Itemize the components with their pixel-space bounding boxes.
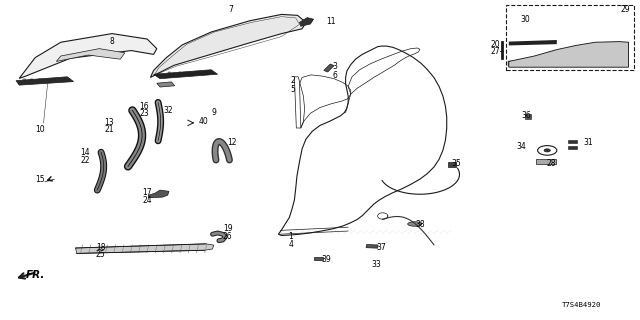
Text: 34: 34 [516, 142, 526, 151]
Polygon shape [150, 14, 306, 77]
Text: 7: 7 [228, 5, 233, 14]
Bar [566, 61, 570, 66]
Bar [314, 257, 323, 260]
Bar [574, 61, 578, 66]
Polygon shape [19, 34, 157, 78]
Text: 4: 4 [288, 240, 293, 249]
Text: 37: 37 [376, 243, 386, 252]
Text: 17: 17 [142, 188, 152, 197]
Text: 30: 30 [520, 15, 530, 24]
Bar [607, 61, 611, 66]
Text: 10: 10 [35, 125, 45, 134]
Text: 2: 2 [291, 76, 296, 85]
Ellipse shape [178, 72, 181, 73]
Bar [533, 61, 537, 66]
Bar [616, 61, 620, 66]
Ellipse shape [22, 78, 26, 80]
Bar [550, 61, 554, 66]
Bar [536, 159, 556, 164]
Bar [558, 61, 562, 66]
Text: 29: 29 [620, 5, 630, 14]
Text: 19: 19 [223, 224, 232, 233]
Text: 35: 35 [452, 159, 461, 168]
Text: 16: 16 [140, 102, 149, 111]
Ellipse shape [45, 78, 49, 80]
Bar [525, 114, 531, 119]
Ellipse shape [67, 78, 71, 80]
Text: 25: 25 [96, 250, 106, 259]
Bar [516, 61, 520, 66]
Text: 26: 26 [223, 232, 232, 241]
Polygon shape [76, 244, 214, 253]
Text: 20: 20 [491, 40, 500, 49]
Bar [366, 244, 378, 248]
Ellipse shape [168, 72, 171, 73]
Ellipse shape [199, 72, 202, 73]
Polygon shape [148, 190, 169, 198]
Ellipse shape [60, 78, 63, 80]
Text: 8: 8 [109, 37, 115, 46]
Text: 3: 3 [333, 62, 338, 71]
Bar [599, 61, 603, 66]
Polygon shape [509, 40, 557, 45]
Text: 6: 6 [333, 71, 338, 80]
Text: 15: 15 [35, 175, 45, 184]
Polygon shape [509, 42, 628, 67]
Ellipse shape [189, 72, 192, 73]
Text: T7S4B4920: T7S4B4920 [562, 302, 602, 308]
Ellipse shape [37, 78, 41, 80]
Polygon shape [157, 82, 175, 87]
Text: 5: 5 [291, 85, 296, 94]
Ellipse shape [544, 149, 550, 152]
Text: 22: 22 [80, 156, 90, 165]
Bar [541, 61, 545, 66]
Text: 23: 23 [140, 109, 149, 118]
Ellipse shape [210, 72, 212, 73]
Bar [525, 61, 529, 66]
Polygon shape [300, 18, 314, 26]
Bar [568, 146, 577, 149]
Text: 24: 24 [142, 196, 152, 204]
Text: 39: 39 [321, 255, 331, 264]
Text: 9: 9 [211, 108, 216, 117]
Text: 1: 1 [289, 232, 293, 241]
Text: 31: 31 [584, 138, 593, 147]
Polygon shape [16, 77, 74, 85]
Text: 13: 13 [104, 118, 114, 127]
Text: 18: 18 [96, 243, 106, 252]
Text: 32: 32 [163, 106, 173, 115]
Text: 12: 12 [227, 138, 237, 147]
Ellipse shape [157, 72, 160, 73]
Text: 27: 27 [491, 47, 500, 56]
Text: 36: 36 [522, 111, 531, 120]
Text: 14: 14 [80, 148, 90, 157]
Text: FR.: FR. [26, 270, 45, 280]
Text: 33: 33 [371, 260, 381, 269]
Bar [508, 61, 512, 66]
Ellipse shape [30, 78, 34, 80]
Text: 38: 38 [415, 220, 425, 229]
Ellipse shape [408, 222, 422, 226]
Bar [448, 162, 456, 167]
Text: 28: 28 [547, 159, 556, 168]
Polygon shape [324, 64, 334, 72]
Text: 11: 11 [326, 17, 336, 26]
Text: 40: 40 [198, 117, 208, 126]
Polygon shape [154, 70, 218, 79]
Bar [568, 140, 577, 143]
Bar [591, 61, 595, 66]
Ellipse shape [52, 78, 56, 80]
Polygon shape [56, 49, 125, 61]
Bar [582, 61, 586, 66]
Text: 21: 21 [104, 125, 114, 134]
